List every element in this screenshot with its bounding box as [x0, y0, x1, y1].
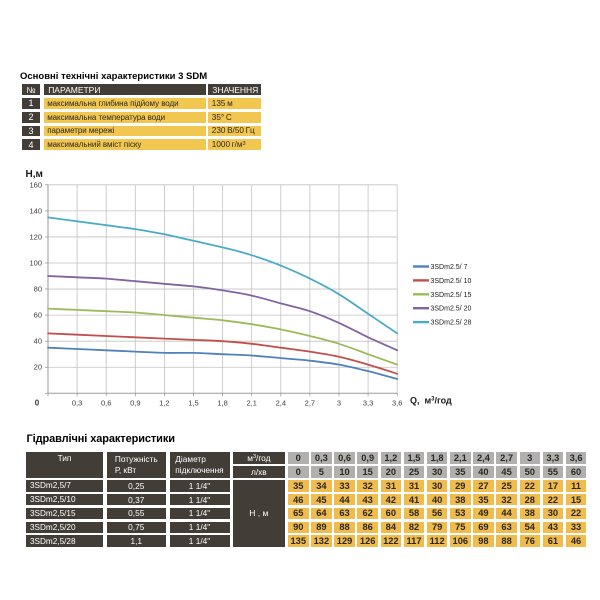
- svg-text:40: 40: [34, 337, 42, 346]
- svg-text:100: 100: [29, 259, 42, 268]
- svg-text:3SDm2.5/ 28: 3SDm2.5/ 28: [431, 320, 472, 327]
- svg-text:Q, м3/год: Q, м3/год: [410, 396, 452, 406]
- svg-text:80: 80: [34, 285, 42, 294]
- svg-text:120: 120: [29, 232, 42, 241]
- svg-text:1,2: 1,2: [159, 399, 169, 408]
- svg-text:0,9: 0,9: [130, 399, 140, 408]
- svg-text:2,4: 2,4: [276, 399, 286, 408]
- svg-text:3SDm2.5/ 7: 3SDm2.5/ 7: [431, 264, 468, 271]
- svg-text:3,3: 3,3: [363, 399, 373, 408]
- svg-text:3SDm2.5/ 10: 3SDm2.5/ 10: [431, 278, 472, 285]
- svg-text:1,8: 1,8: [217, 399, 227, 408]
- svg-text:20: 20: [34, 363, 42, 372]
- svg-text:160: 160: [29, 180, 42, 189]
- svg-text:0,6: 0,6: [101, 399, 111, 408]
- svg-text:2,7: 2,7: [305, 399, 315, 408]
- svg-text:0: 0: [35, 399, 40, 408]
- svg-text:Н,м: Н,м: [26, 169, 43, 180]
- svg-text:60: 60: [34, 311, 42, 320]
- svg-text:3: 3: [337, 399, 341, 408]
- svg-text:3SDm2.5/ 20: 3SDm2.5/ 20: [431, 306, 472, 313]
- svg-text:140: 140: [29, 206, 42, 215]
- svg-text:3SDm2.5/ 15: 3SDm2.5/ 15: [431, 292, 472, 299]
- svg-text:2,1: 2,1: [246, 399, 256, 408]
- svg-text:3,6: 3,6: [392, 399, 402, 408]
- svg-text:1,5: 1,5: [188, 399, 198, 408]
- svg-text:0,3: 0,3: [72, 399, 82, 408]
